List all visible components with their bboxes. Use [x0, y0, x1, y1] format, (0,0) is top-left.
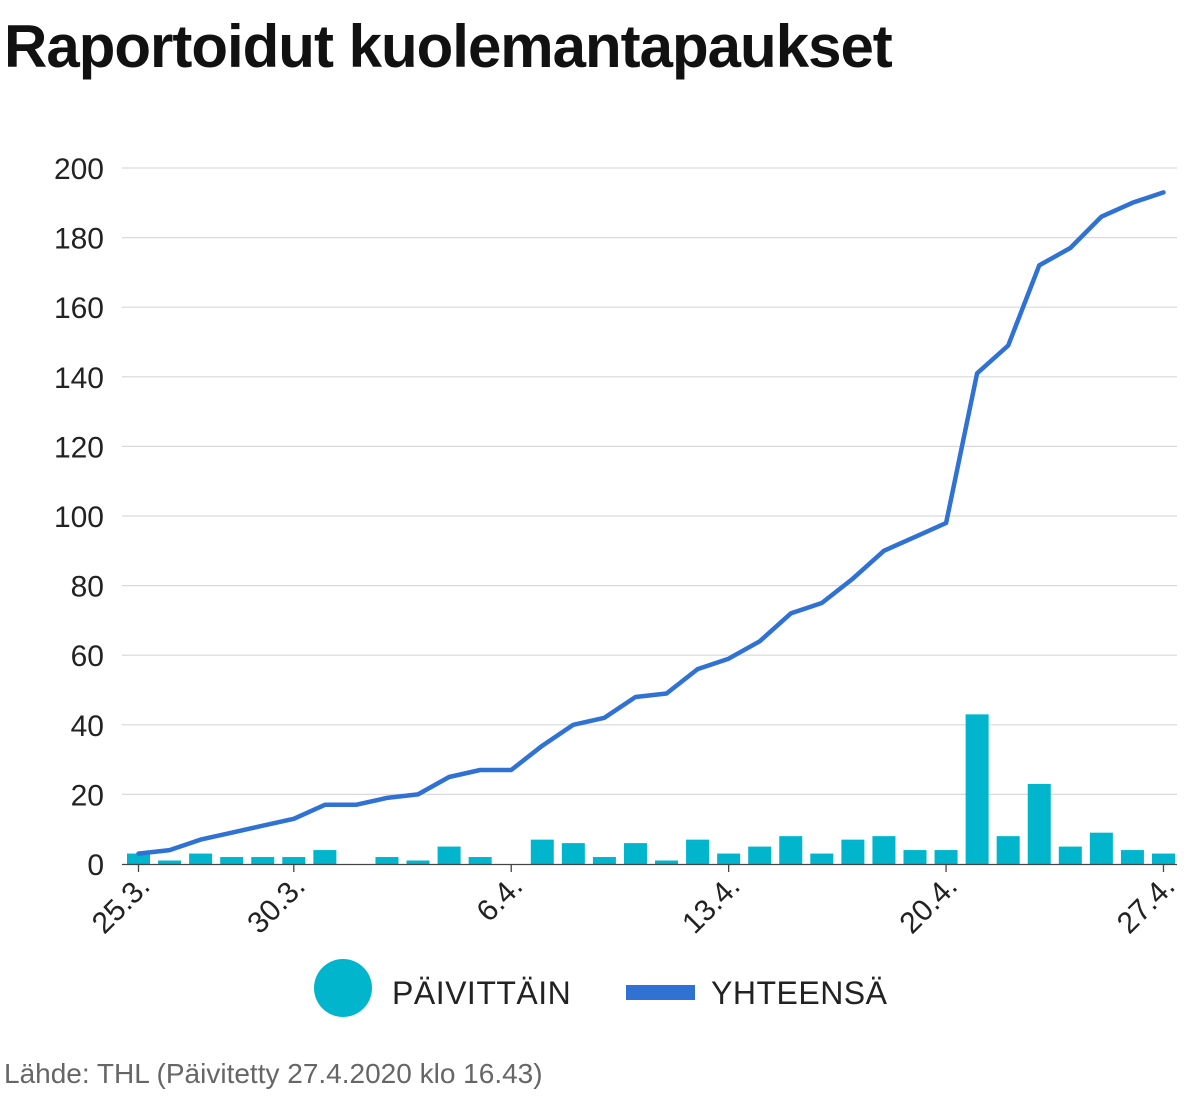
bar [810, 853, 834, 864]
bar [717, 853, 741, 864]
bar [686, 839, 710, 864]
y-tick-label: 100 [54, 501, 104, 534]
bar [1120, 850, 1144, 864]
line-series [136, 190, 1166, 856]
bar [934, 850, 958, 864]
bar [561, 843, 585, 864]
bar [158, 860, 182, 864]
y-axis: 0 20 40 60 80 100 120 140 160 180 200 [54, 153, 104, 882]
bar [282, 857, 306, 864]
bar [1027, 783, 1051, 864]
legend-daily-marker [314, 959, 372, 1017]
y-tick-label: 40 [71, 710, 104, 743]
bar [220, 857, 244, 864]
y-tick-label: 0 [87, 849, 104, 882]
bar [530, 839, 554, 864]
bar [1151, 853, 1175, 864]
bar [313, 850, 337, 864]
bar [965, 714, 989, 864]
bar [468, 857, 492, 864]
legend-daily-label: PÄIVITTÄIN [392, 975, 571, 1011]
bar [189, 853, 213, 864]
x-tick-label: 13.4. [676, 870, 747, 941]
bar [841, 839, 865, 864]
bar [592, 857, 616, 864]
legend-total-marker [626, 985, 695, 1000]
bar [655, 860, 679, 864]
y-tick-label: 160 [54, 292, 104, 325]
bar [1058, 846, 1082, 864]
bar [623, 843, 647, 864]
y-tick-label: 80 [71, 571, 104, 604]
x-tick-label: 27.4. [1111, 870, 1182, 941]
chart-title: Raportoidut kuolemantapaukset [4, 13, 893, 80]
bar [127, 853, 150, 864]
bar [437, 846, 461, 864]
x-tick-label: 20.4. [893, 870, 964, 941]
y-tick-label: 60 [71, 640, 104, 673]
bar [872, 836, 896, 864]
bar [1089, 832, 1113, 864]
y-tick-label: 180 [54, 223, 104, 256]
bar [375, 857, 399, 864]
legend[interactable]: PÄIVITTÄIN YHTEENSÄ [314, 959, 888, 1017]
bar [748, 846, 772, 864]
y-tick-label: 120 [54, 431, 104, 464]
total-line [136, 190, 1166, 856]
y-tick-label: 200 [54, 153, 104, 186]
y-tick-label: 20 [71, 779, 104, 812]
legend-total-label: YHTEENSÄ [711, 975, 888, 1011]
bar [406, 860, 430, 864]
bar [996, 836, 1020, 864]
bar [903, 850, 927, 864]
x-tick-label: 30.3. [241, 870, 312, 941]
y-tick-label: 140 [54, 362, 104, 395]
source-note: Lähde: THL (Päivitetty 27.4.2020 klo 16.… [4, 1058, 543, 1089]
bar [251, 857, 275, 864]
bar [779, 836, 803, 864]
bar-series [127, 714, 1175, 864]
grid-lines [122, 167, 1177, 796]
x-tick-label: 6.4. [470, 870, 529, 929]
x-axis: 25.3. 30.3. 6.4. 13.4. 20.4. 27.4. [86, 863, 1182, 941]
